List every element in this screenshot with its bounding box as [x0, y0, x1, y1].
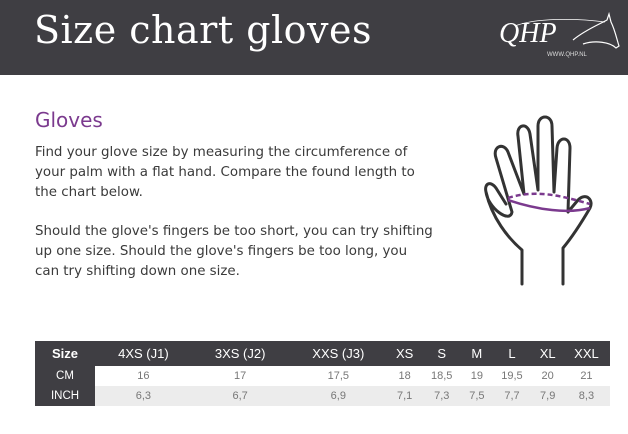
header-cell: XXL: [562, 341, 610, 366]
table-row: INCH 6,3 6,7 6,9 7,1 7,3 7,5 7,7 7,9 8,3: [35, 386, 610, 406]
header-cell: Size: [35, 341, 95, 366]
table-cell: 18: [398, 370, 411, 382]
table-header-row: Size 4XS (J1) 3XS (J2) XXS (J3) XS S M L…: [35, 341, 610, 366]
header-cell: 4XS (J1): [95, 341, 192, 366]
row-header: CM: [35, 366, 95, 386]
table-cell: 17: [234, 370, 247, 382]
header-cell: XS: [388, 341, 422, 366]
logo-text: QHP: [499, 18, 557, 49]
header-cell: 3XS (J2): [191, 341, 289, 366]
hand-measure-icon: [484, 115, 593, 286]
logo-url: WWW.QHP.NL: [547, 52, 587, 58]
table-cell: 6,9: [288, 386, 389, 406]
table-cell: 7,9: [532, 386, 563, 406]
header-bar: Size chart gloves QHP WWW.QHP.NL: [0, 0, 628, 75]
table-cell: 7,1: [388, 386, 422, 406]
table-cell: 20: [541, 370, 554, 382]
header-cell: XXS (J3): [288, 341, 389, 366]
table-cell: 21: [580, 370, 593, 382]
page-title: Size chart gloves: [34, 8, 373, 52]
instructions-paragraph: Find your glove size by measuring the ci…: [35, 145, 415, 200]
table-cell: 18,5: [431, 370, 453, 382]
header-cell: S: [421, 341, 463, 366]
table-cell: 19: [470, 370, 483, 382]
table-cell: 8,3: [562, 386, 610, 406]
table-cell: 7,3: [421, 386, 463, 406]
table-cell: 17,5: [327, 370, 349, 382]
row-header: INCH: [35, 386, 95, 406]
qhp-logo: QHP WWW.QHP.NL: [495, 12, 620, 62]
header-cell: M: [462, 341, 492, 366]
header-cell: L: [491, 341, 533, 366]
table-cell: 7,7: [491, 386, 533, 406]
table-cell: 6,3: [95, 386, 192, 406]
table-cell: 16: [137, 370, 150, 382]
section-heading: Gloves: [35, 108, 103, 132]
table-cell: 6,7: [191, 386, 289, 406]
fit-tip-paragraph: Should the glove's fingers be too short,…: [35, 224, 433, 279]
header-cell: XL: [532, 341, 563, 366]
table-cell: 7,5: [462, 386, 492, 406]
horse-head-icon: [514, 12, 620, 49]
table-cell: 19,5: [501, 370, 523, 382]
size-chart-table: Size 4XS (J1) 3XS (J2) XXS (J3) XS S M L…: [35, 341, 610, 406]
table-row: CM 16 17 17,5 18 18,5 19 19,5 20 21: [35, 366, 610, 386]
